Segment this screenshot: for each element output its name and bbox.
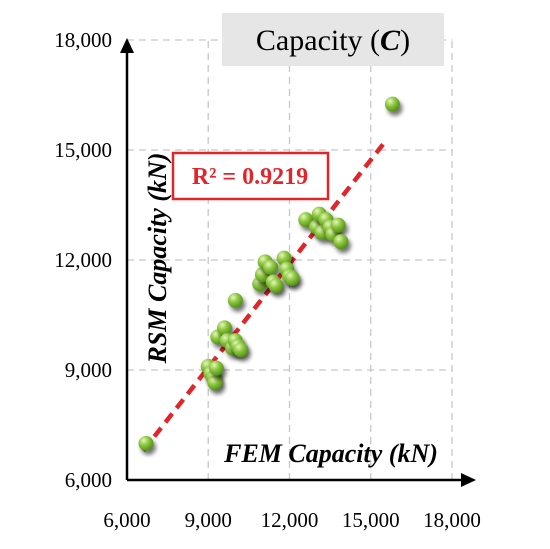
r-squared-box: [171, 151, 330, 201]
x-axis-arrow: [461, 473, 476, 487]
data-point: [298, 212, 314, 228]
data-point: [207, 375, 223, 391]
y-axis-arrow: [120, 38, 134, 53]
x-tick-label: 18,000: [423, 508, 481, 532]
chart-title-prefix: Capacity (: [256, 24, 380, 57]
trendline: [141, 141, 387, 453]
data-point: [268, 278, 284, 294]
x-tick-labels: 6,000 9,000 12,000 15,000 18,000: [103, 508, 481, 532]
y-tick-label: 15,000: [54, 138, 112, 162]
r-squared-label: R² = 0.9219: [192, 164, 308, 190]
data-point: [227, 292, 243, 308]
data-point: [284, 270, 300, 286]
data-point: [138, 435, 154, 451]
data-point: [330, 217, 346, 233]
data-point: [217, 320, 232, 336]
y-tick-label: 18,000: [54, 28, 112, 52]
x-tick-label: 6,000: [103, 508, 150, 532]
chart-title-suffix: ): [400, 24, 410, 57]
chart-title-box: [222, 13, 444, 66]
y-tick-label: 9,000: [65, 358, 112, 382]
data-point: [263, 259, 279, 275]
data-point: [333, 234, 349, 250]
data-point: [208, 360, 224, 376]
r-squared-annotation: R² = 0.9219: [171, 151, 330, 201]
axes: [120, 38, 476, 487]
y-tick-label: 12,000: [54, 248, 112, 272]
data-points: [138, 96, 400, 451]
data-point: [233, 342, 249, 358]
y-tick-label: 6,000: [65, 468, 112, 492]
chart-title-text: Capacity (C): [256, 24, 410, 57]
chart-title: Capacity (C): [222, 13, 444, 66]
chart-title-symbol: C: [380, 24, 401, 57]
x-tick-label: 12,000: [261, 508, 319, 532]
x-axis-title: FEM Capacity (kN): [223, 439, 438, 468]
y-tick-labels: 6,000 9,000 12,000 15,000 18,000: [54, 28, 112, 492]
data-point: [384, 96, 400, 112]
x-tick-label: 15,000: [342, 508, 400, 532]
x-tick-label: 9,000: [185, 508, 232, 532]
y-axis-title: RSM Capacity (kN): [143, 153, 172, 365]
